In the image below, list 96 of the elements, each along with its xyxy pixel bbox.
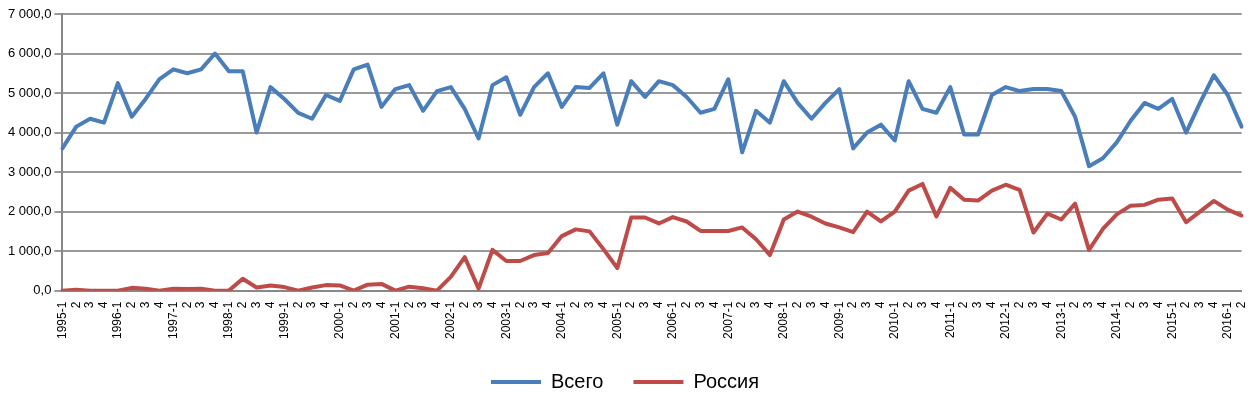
y-tick-label: 6 000,0 xyxy=(8,45,52,61)
x-tick-label: 3 xyxy=(859,301,874,309)
x-tick-label: 2015-1 xyxy=(1164,301,1179,340)
x-tick-label: 4 xyxy=(262,301,277,309)
x-tick-label: 4 xyxy=(429,301,444,309)
y-tick-label: 2 000,0 xyxy=(8,203,52,219)
x-tick-label: 2007-1 xyxy=(720,301,735,340)
x-tick-label: 2 xyxy=(1067,301,1082,309)
x-tick-label: 2 xyxy=(568,301,582,309)
x-tick-label: 4 xyxy=(151,301,166,309)
x-tick-label: 1997-1 xyxy=(165,301,180,340)
x-tick-label: 2009-1 xyxy=(831,301,846,340)
x-tick-label: 2 xyxy=(290,301,305,309)
x-tick-label: 4 xyxy=(373,301,388,309)
x-tick-label: 4 xyxy=(540,301,555,309)
y-tick-label: 0,0 xyxy=(33,282,52,298)
x-tick-label: 2012-1 xyxy=(998,301,1013,340)
x-tick-label: 3 xyxy=(1025,301,1040,309)
x-tick-label: 2001-1 xyxy=(387,301,402,340)
x-tick-label: 4 xyxy=(1206,301,1221,309)
x-tick-label: 4 xyxy=(96,301,111,309)
x-tick-label: 4 xyxy=(484,301,499,309)
x-tick-label: 4 xyxy=(873,301,888,309)
x-tick-label: 2003-1 xyxy=(498,301,513,340)
x-tick-label: 4 xyxy=(928,301,943,309)
x-tick-label: 3 xyxy=(193,301,208,309)
y-tick-label: 1 000,0 xyxy=(8,242,52,258)
x-tick-label: 3 xyxy=(137,301,152,309)
x-tick-label: 1999-1 xyxy=(276,301,291,340)
x-tick-label: 2 xyxy=(789,301,804,309)
x-tick-label: 2 xyxy=(1233,301,1248,309)
x-tick-label: 2010-1 xyxy=(887,301,902,340)
y-tick-label: 5 000,0 xyxy=(8,84,52,100)
x-tick-label: 3 xyxy=(692,301,707,309)
x-tick-label: 2 xyxy=(678,301,693,309)
y-tick-label: 4 000,0 xyxy=(8,124,52,140)
x-tick-label: 2 xyxy=(457,301,472,309)
x-tick-label: 4 xyxy=(817,301,832,309)
x-tick-label: 2004-1 xyxy=(554,301,569,340)
x-tick-label: 4 xyxy=(651,301,666,309)
x-tick-label: 1998-1 xyxy=(221,301,236,340)
x-tick-label: 2011-1 xyxy=(942,301,957,339)
x-tick-label: 2 xyxy=(1011,301,1026,309)
x-tick-label: 2008-1 xyxy=(776,301,791,340)
x-tick-label: 2 xyxy=(900,301,915,309)
legend-label: Россия xyxy=(693,369,760,392)
x-tick-label: 2 xyxy=(179,301,194,309)
x-tick-label: 2 xyxy=(124,301,139,309)
x-tick-label: 3 xyxy=(1136,301,1151,309)
x-tick-label: 3 xyxy=(1192,301,1207,309)
x-tick-label: 3 xyxy=(970,301,985,309)
x-tick-label: 1996-1 xyxy=(110,301,125,340)
x-tick-label: 2013-1 xyxy=(1053,301,1068,340)
x-tick-label: 3 xyxy=(82,301,97,309)
x-tick-label: 4 xyxy=(1039,301,1054,309)
x-tick-label: 3 xyxy=(1081,301,1096,309)
x-tick-label: 2014-1 xyxy=(1109,301,1124,340)
x-tick-label: 2002-1 xyxy=(443,301,458,340)
x-tick-label: 2005-1 xyxy=(609,301,624,340)
x-tick-label: 2 xyxy=(512,301,527,309)
x-tick-label: 3 xyxy=(581,301,596,309)
x-tick-label: 4 xyxy=(706,301,721,309)
x-tick-label: 2006-1 xyxy=(665,301,680,340)
x-tick-label: 3 xyxy=(415,301,430,309)
legend-label: Всего xyxy=(550,369,604,392)
x-tick-label: 3 xyxy=(914,301,929,309)
x-tick-label: 2 xyxy=(623,301,638,309)
x-tick-label: 3 xyxy=(526,301,541,309)
x-tick-label: 3 xyxy=(248,301,263,309)
x-tick-label: 2 xyxy=(734,301,749,309)
x-tick-label: 3 xyxy=(470,301,485,309)
x-tick-label: 4 xyxy=(762,301,777,309)
x-tick-label: 4 xyxy=(984,301,999,309)
x-tick-label: 2 xyxy=(956,301,971,309)
x-tick-label: 2 xyxy=(845,301,860,309)
y-tick-label: 7 000,0 xyxy=(8,5,52,21)
x-tick-label: 4 xyxy=(207,301,222,309)
x-tick-label: 3 xyxy=(748,301,763,309)
x-tick-label: 3 xyxy=(803,301,818,309)
x-tick-label: 4 xyxy=(1150,301,1165,309)
x-tick-label: 2 xyxy=(346,301,361,309)
x-tick-label: 3 xyxy=(637,301,652,309)
x-tick-label: 2 xyxy=(1122,301,1137,309)
x-tick-label: 2 xyxy=(401,301,416,309)
y-tick-label: 3 000,0 xyxy=(8,163,52,179)
x-tick-label: 3 xyxy=(304,301,319,309)
x-tick-label: 2 xyxy=(235,301,250,309)
x-tick-label: 2000-1 xyxy=(332,301,347,340)
x-tick-label: 2 xyxy=(68,301,83,309)
x-tick-label: 4 xyxy=(595,301,610,309)
x-tick-label: 3 xyxy=(359,301,374,309)
x-tick-label: 4 xyxy=(318,301,333,309)
x-tick-label: 4 xyxy=(1095,301,1110,309)
x-tick-label: 1995-1 xyxy=(54,301,69,340)
x-tick-label: 2 xyxy=(1178,301,1193,309)
x-tick-label: 2016-1 xyxy=(1220,301,1235,340)
